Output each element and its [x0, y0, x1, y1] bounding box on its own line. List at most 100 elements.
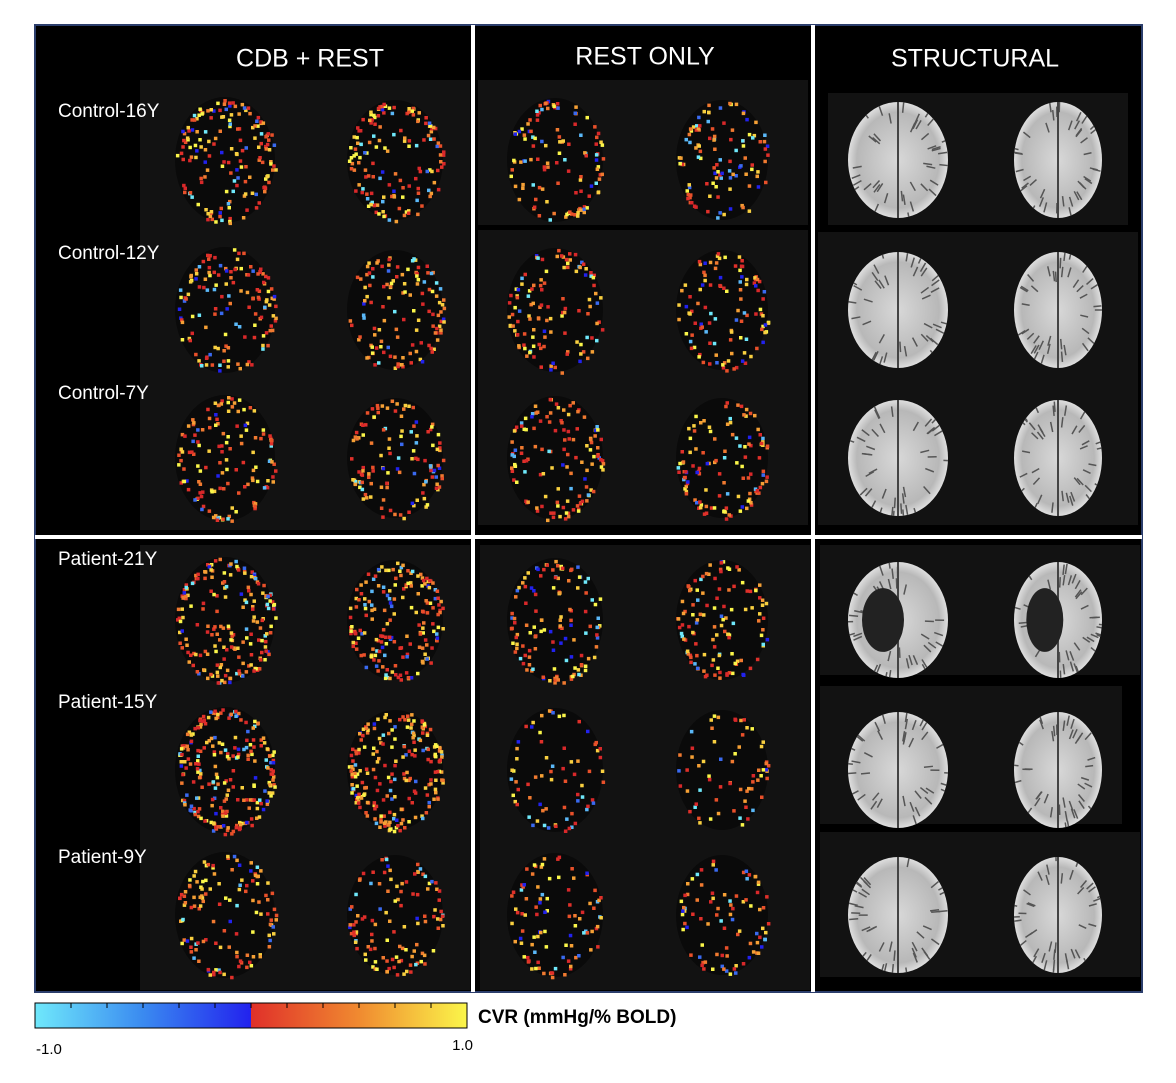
cvr-voxel	[204, 160, 208, 164]
cvr-voxel	[180, 760, 184, 764]
cvr-voxel	[267, 290, 271, 294]
cvr-voxel	[227, 716, 231, 720]
cvr-voxel	[532, 355, 536, 359]
cvr-voxel	[373, 801, 377, 805]
cvr-voxel	[248, 806, 252, 810]
cvr-voxel	[436, 636, 440, 640]
cvr-voxel	[683, 476, 687, 480]
cvr-voxel	[245, 636, 249, 640]
cvr-voxel	[696, 618, 700, 622]
cvr-voxel	[414, 963, 418, 967]
cvr-voxel	[536, 509, 540, 513]
cvr-voxel	[699, 150, 703, 154]
cvr-voxel	[755, 347, 759, 351]
cvr-voxel	[382, 111, 386, 115]
cvr-voxel	[381, 635, 385, 639]
cvr-voxel	[194, 277, 198, 281]
cvr-voxel	[411, 109, 415, 113]
cvr-voxel	[702, 361, 706, 365]
cvr-voxel	[562, 714, 566, 718]
cvr-voxel	[372, 415, 376, 419]
cvr-voxel	[595, 182, 599, 186]
cvr-voxel	[536, 961, 540, 965]
cvr-voxel	[708, 195, 712, 199]
cvr-voxel	[258, 815, 262, 819]
cvr-voxel	[584, 631, 588, 635]
cvr-voxel	[591, 798, 595, 802]
cvr-voxel	[209, 568, 213, 572]
cvr-voxel	[529, 158, 533, 162]
cvr-voxel	[524, 417, 528, 421]
cvr-voxel	[561, 956, 565, 960]
cvr-voxel	[200, 887, 204, 891]
cvr-voxel	[442, 162, 446, 166]
cvr-voxel	[391, 958, 395, 962]
cvr-voxel	[272, 925, 276, 929]
cvr-voxel	[526, 783, 530, 787]
cvr-voxel	[722, 121, 726, 125]
cvr-voxel	[595, 158, 599, 162]
cvr-voxel	[350, 791, 354, 795]
cvr-voxel	[194, 762, 198, 766]
cvr-voxel	[228, 447, 232, 451]
cvr-voxel	[237, 491, 241, 495]
cvr-voxel	[210, 633, 214, 637]
cvr-voxel	[237, 965, 241, 969]
cvr-voxel	[441, 477, 445, 481]
cvr-voxel	[178, 642, 182, 646]
cvr-voxel	[585, 499, 589, 503]
cvr-voxel	[230, 634, 234, 638]
cvr-voxel	[371, 407, 375, 411]
cvr-voxel	[723, 630, 727, 634]
cvr-voxel	[581, 911, 585, 915]
cvr-voxel	[381, 404, 385, 408]
cvr-voxel	[745, 408, 749, 412]
cvr-voxel	[566, 453, 570, 457]
cvr-voxel	[248, 112, 252, 116]
cvr-voxel	[245, 739, 249, 743]
cvr-voxel	[762, 643, 766, 647]
cvr-voxel	[191, 418, 195, 422]
cvr-voxel	[262, 334, 266, 338]
cvr-voxel	[266, 479, 270, 483]
cvr-voxel	[739, 280, 743, 284]
cvr-voxel	[378, 139, 382, 143]
cvr-voxel	[431, 350, 435, 354]
cvr-voxel	[235, 955, 239, 959]
cvr-voxel	[440, 165, 444, 169]
cvr-voxel	[757, 881, 761, 885]
cvr-voxel	[516, 320, 520, 324]
cvr-voxel	[393, 597, 397, 601]
cvr-voxel	[515, 643, 519, 647]
cvr-voxel	[590, 930, 594, 934]
cvr-voxel	[395, 328, 399, 332]
cvr-voxel	[360, 738, 364, 742]
cvr-voxel	[365, 727, 369, 731]
cvr-voxel	[263, 486, 267, 490]
cvr-voxel	[217, 825, 221, 829]
cvr-voxel	[212, 593, 216, 597]
cvr-voxel	[702, 760, 706, 764]
cvr-voxel	[244, 180, 248, 184]
cvr-voxel	[717, 812, 721, 816]
cvr-voxel	[256, 866, 260, 870]
cvr-voxel	[411, 343, 415, 347]
cvr-voxel	[386, 594, 390, 598]
cvr-voxel	[533, 206, 537, 210]
cvr-voxel	[262, 808, 266, 812]
cvr-voxel	[406, 268, 410, 272]
cvr-voxel	[435, 475, 439, 479]
cvr-voxel	[513, 329, 517, 333]
cvr-voxel	[212, 780, 216, 784]
cvr-voxel	[534, 775, 538, 779]
cvr-voxel	[514, 449, 518, 453]
cvr-voxel	[417, 266, 421, 270]
cvr-voxel	[546, 563, 550, 567]
cvr-voxel	[705, 505, 709, 509]
cvr-voxel	[370, 441, 374, 445]
cvr-voxel	[724, 405, 728, 409]
cvr-voxel	[540, 774, 544, 778]
cvr-voxel	[267, 181, 271, 185]
cvr-voxel	[365, 496, 369, 500]
cvr-voxel	[430, 425, 434, 429]
